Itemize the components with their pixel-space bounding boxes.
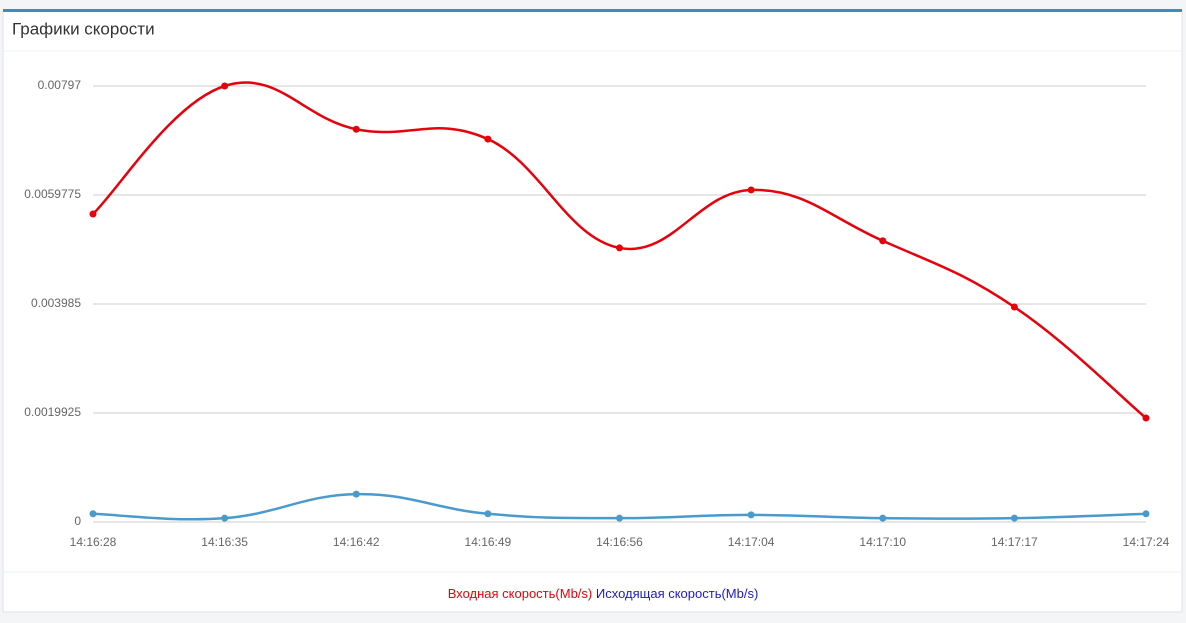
data-point — [89, 510, 97, 518]
y-tick-label: 0.0019925 — [24, 405, 81, 419]
x-tick-label: 14:17:24 — [1123, 535, 1170, 549]
data-point — [747, 511, 755, 519]
x-tick-label: 14:17:17 — [991, 535, 1038, 549]
data-point — [89, 210, 97, 218]
data-point — [352, 125, 360, 133]
data-point — [747, 186, 755, 194]
x-tick-label: 14:16:56 — [596, 535, 643, 549]
legend-entry: Входная скорость(Mb/s) — [448, 586, 593, 601]
x-tick-label: 14:16:35 — [201, 535, 248, 549]
panel — [2, 9, 1183, 613]
panel-top-border — [3, 9, 1182, 12]
y-tick-label: 0.00797 — [38, 78, 82, 92]
y-tick-label: 0.003985 — [31, 296, 81, 310]
data-point — [484, 135, 492, 143]
data-point — [1142, 510, 1150, 518]
chart-title: Графики скорости — [12, 19, 155, 38]
data-point — [221, 82, 229, 90]
legend: Входная скорость(Mb/s) Исходящая скорост… — [448, 586, 759, 601]
data-point — [221, 514, 229, 522]
x-tick-label: 14:17:10 — [859, 535, 906, 549]
data-point — [1010, 514, 1018, 522]
y-tick-label: 0 — [74, 514, 81, 528]
data-point — [616, 514, 623, 522]
legend-entry: Исходящая скорость(Mb/s) — [596, 586, 758, 601]
x-tick-label: 14:16:28 — [70, 535, 117, 549]
data-point — [352, 490, 360, 498]
y-tick-label: 0.0059775 — [24, 187, 81, 201]
data-point — [1142, 414, 1150, 422]
x-tick-label: 14:16:42 — [333, 535, 380, 549]
data-point — [484, 510, 492, 518]
data-point — [879, 514, 887, 522]
x-tick-label: 14:17:04 — [728, 535, 775, 549]
x-tick-label: 14:16:49 — [465, 535, 512, 549]
data-point — [616, 244, 623, 252]
data-point — [879, 237, 887, 245]
data-point — [1010, 303, 1018, 311]
